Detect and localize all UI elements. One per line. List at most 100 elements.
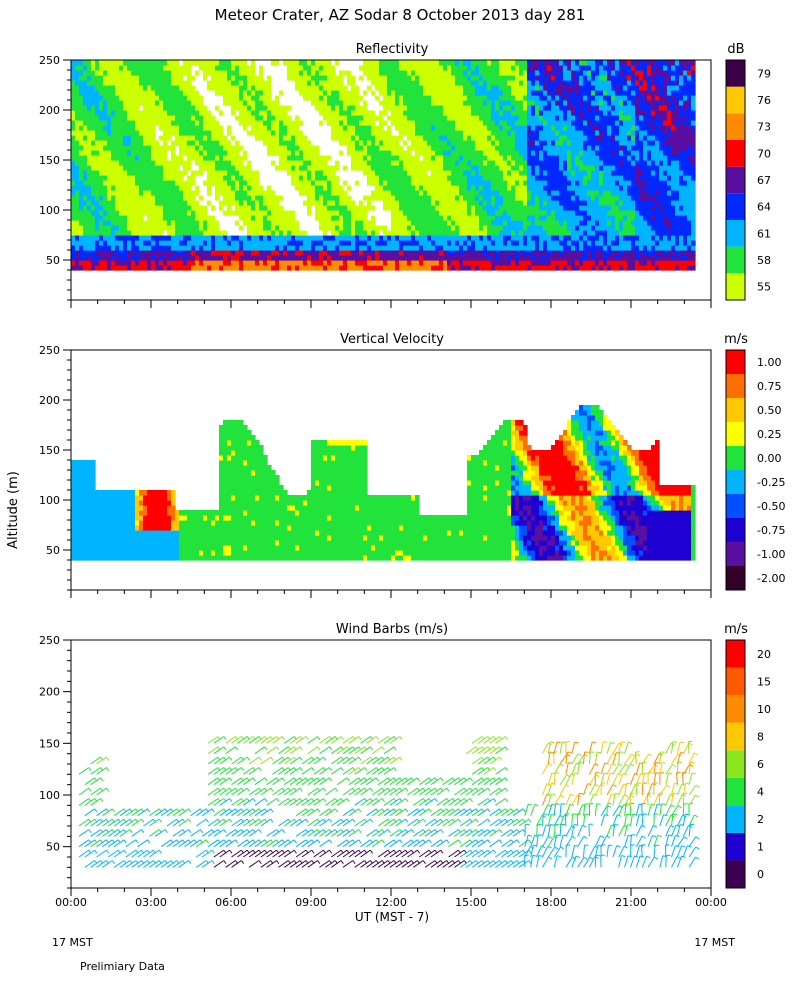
reflectivity-cell — [183, 205, 188, 211]
reflectivity-cell — [143, 230, 148, 236]
reflectivity-cell — [363, 80, 368, 86]
reflectivity-cell — [391, 205, 396, 211]
reflectivity-cell — [335, 70, 340, 76]
reflectivity-cell — [471, 260, 476, 266]
reflectivity-cell — [479, 85, 484, 91]
reflectivity-cell — [339, 245, 344, 251]
reflectivity-cell — [155, 155, 160, 161]
reflectivity-cell — [399, 130, 404, 136]
reflectivity-cell — [263, 215, 268, 221]
reflectivity-cell — [79, 130, 84, 136]
reflectivity-cell — [275, 175, 280, 181]
reflectivity-cell — [507, 140, 512, 146]
reflectivity-cell — [367, 135, 372, 141]
reflectivity-cell — [419, 235, 424, 241]
reflectivity-cell — [75, 200, 80, 206]
reflectivity-cell — [531, 85, 536, 91]
reflectivity-cell — [387, 235, 392, 241]
reflectivity-cell — [219, 140, 224, 146]
reflectivity-cell — [391, 240, 396, 246]
reflectivity-cell — [239, 190, 244, 196]
reflectivity-cell — [327, 215, 332, 221]
reflectivity-cell — [439, 130, 444, 136]
reflectivity-cell — [263, 200, 268, 206]
reflectivity-cell — [343, 195, 348, 201]
reflectivity-cell — [99, 100, 104, 106]
reflectivity-cell — [275, 60, 280, 66]
reflectivity-cell — [191, 80, 196, 86]
reflectivity-cell — [475, 140, 480, 146]
reflectivity-cell — [255, 195, 260, 201]
reflectivity-cell — [355, 120, 360, 126]
reflectivity-cell — [491, 70, 496, 76]
reflectivity-cell — [391, 65, 396, 71]
reflectivity-cell — [371, 230, 376, 236]
reflectivity-cell — [99, 80, 104, 86]
reflectivity-cell — [303, 80, 308, 86]
reflectivity-cell — [443, 245, 448, 251]
reflectivity-cell — [423, 205, 428, 211]
reflectivity-cell — [411, 85, 416, 91]
reflectivity-cell — [375, 230, 380, 236]
reflectivity-cell — [431, 240, 436, 246]
reflectivity-cell — [183, 60, 188, 66]
reflectivity-cell — [159, 230, 164, 236]
reflectivity-cell — [247, 250, 252, 256]
reflectivity-cell — [527, 110, 532, 116]
reflectivity-cell — [203, 80, 208, 86]
reflectivity-cell — [99, 135, 104, 141]
reflectivity-cell — [267, 140, 272, 146]
reflectivity-cell — [531, 210, 536, 216]
reflectivity-cell — [495, 205, 500, 211]
reflectivity-cell — [267, 75, 272, 81]
reflectivity-cell — [219, 115, 224, 121]
reflectivity-cell — [199, 90, 204, 96]
reflectivity-cell — [523, 140, 528, 146]
reflectivity-cell — [315, 70, 320, 76]
reflectivity-cell — [211, 70, 216, 76]
reflectivity-cell — [495, 190, 500, 196]
reflectivity-cell — [243, 75, 248, 81]
reflectivity-cell — [335, 155, 340, 161]
reflectivity-cell — [187, 80, 192, 86]
reflectivity-cell — [79, 155, 84, 161]
reflectivity-cell — [475, 155, 480, 161]
reflectivity-cell — [535, 240, 540, 246]
reflectivity-cell — [147, 225, 152, 231]
reflectivity-cell — [271, 85, 276, 91]
reflectivity-cell — [211, 105, 216, 111]
reflectivity-cell — [275, 115, 280, 121]
reflectivity-cell — [167, 140, 172, 146]
reflectivity-cell — [491, 105, 496, 111]
reflectivity-cell — [503, 105, 508, 111]
reflectivity-cell — [179, 215, 184, 221]
reflectivity-cell — [151, 180, 156, 186]
reflectivity-cell — [239, 160, 244, 166]
reflectivity-cell — [379, 190, 384, 196]
reflectivity-cell — [183, 80, 188, 86]
reflectivity-cell — [155, 205, 160, 211]
reflectivity-cell — [483, 190, 488, 196]
reflectivity-cell — [199, 210, 204, 216]
reflectivity-cell — [135, 175, 140, 181]
reflectivity-cell — [355, 195, 360, 201]
reflectivity-cell — [431, 230, 436, 236]
reflectivity-cell — [159, 245, 164, 251]
reflectivity-cell — [483, 65, 488, 71]
reflectivity-cell — [335, 255, 340, 261]
reflectivity-cell — [251, 255, 256, 261]
reflectivity-cell — [339, 255, 344, 261]
reflectivity-cell — [387, 80, 392, 86]
reflectivity-cell — [395, 260, 400, 266]
reflectivity-cell — [263, 100, 268, 106]
reflectivity-cell — [179, 245, 184, 251]
reflectivity-cell — [123, 255, 128, 261]
reflectivity-cell — [119, 170, 124, 176]
reflectivity-cell — [515, 90, 520, 96]
reflectivity-cell — [407, 120, 412, 126]
reflectivity-cell — [503, 140, 508, 146]
reflectivity-cell — [219, 235, 224, 241]
reflectivity-cell — [383, 185, 388, 191]
reflectivity-cell — [235, 110, 240, 116]
reflectivity-cell — [359, 200, 364, 206]
